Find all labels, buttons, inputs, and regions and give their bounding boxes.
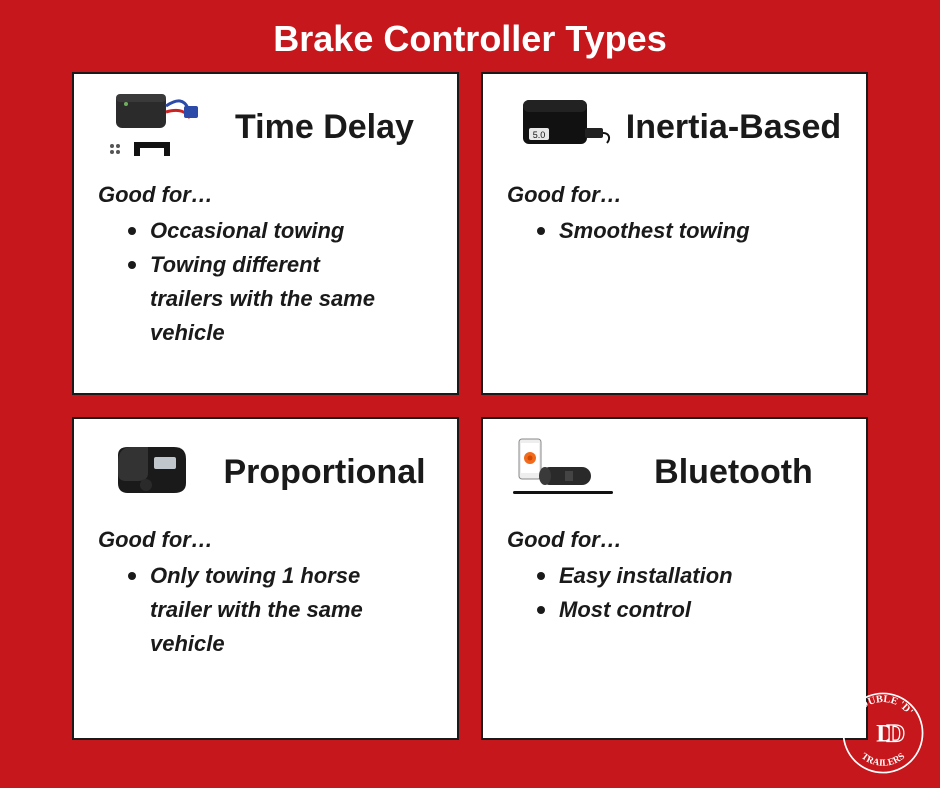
list-item: Towing different trailers with the same … <box>128 248 388 350</box>
card-time-delay: Time Delay Good for… Occasional towing T… <box>72 72 459 395</box>
bluetooth-controller-icon <box>507 433 617 513</box>
points-list: Easy installation Most control <box>507 559 842 627</box>
list-item: Easy installation <box>537 559 797 593</box>
inertia-controller-icon: 5.0 <box>507 88 617 168</box>
card-title: Proportional <box>216 454 433 491</box>
proportional-controller-icon <box>98 433 208 513</box>
card-header: Bluetooth <box>507 433 842 513</box>
good-for-label: Good for… <box>98 182 433 208</box>
good-for-label: Good for… <box>507 527 842 553</box>
card-title: Bluetooth <box>625 454 842 491</box>
card-proportional: Proportional Good for… Only towing 1 hor… <box>72 417 459 740</box>
points-list: Smoothest towing <box>507 214 842 248</box>
list-item: Only towing 1 horse trailer with the sam… <box>128 559 388 661</box>
card-bluetooth: Bluetooth Good for… Easy installation Mo… <box>481 417 868 740</box>
card-header: Proportional <box>98 433 433 513</box>
card-title: Inertia-Based <box>625 109 842 146</box>
page-title: Brake Controller Types <box>0 0 940 72</box>
svg-text:5.0: 5.0 <box>533 130 546 140</box>
card-inertia-based: 5.0 Inertia-Based Good for… Smoothest to… <box>481 72 868 395</box>
points-list: Only towing 1 horse trailer with the sam… <box>98 559 433 661</box>
double-d-trailers-logo: DOUBLE 'D' TRAILERS D D <box>840 690 926 776</box>
card-title: Time Delay <box>216 109 433 146</box>
svg-text:TRAILERS: TRAILERS <box>859 752 907 769</box>
logo-text-bottom: TRAILERS <box>859 752 907 769</box>
controller-grid: Time Delay Good for… Occasional towing T… <box>0 72 940 780</box>
good-for-label: Good for… <box>98 527 433 553</box>
good-for-label: Good for… <box>507 182 842 208</box>
card-header: 5.0 Inertia-Based <box>507 88 842 168</box>
card-header: Time Delay <box>98 88 433 168</box>
time-delay-controller-icon <box>98 88 208 168</box>
logo-monogram-2: D <box>886 719 905 748</box>
list-item: Most control <box>537 593 797 627</box>
svg-text:DOUBLE 'D': DOUBLE 'D' <box>851 694 914 717</box>
list-item: Smoothest towing <box>537 214 797 248</box>
logo-text-top: DOUBLE 'D' <box>851 694 914 717</box>
list-item: Occasional towing <box>128 214 388 248</box>
points-list: Occasional towing Towing different trail… <box>98 214 433 350</box>
